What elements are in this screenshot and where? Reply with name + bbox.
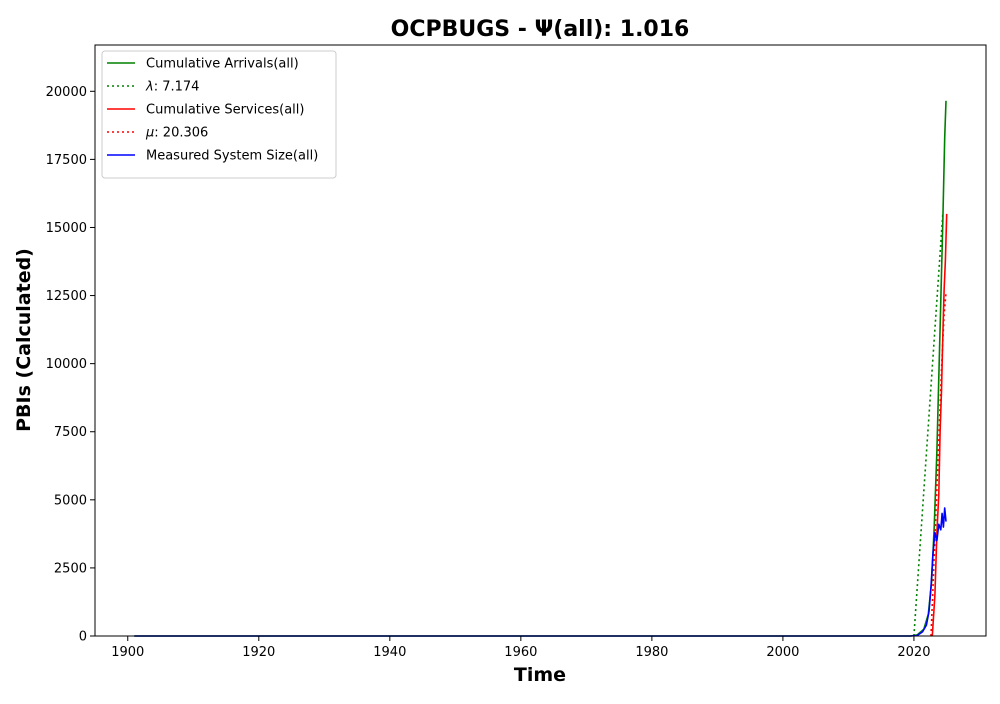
series-line-1 — [913, 213, 944, 637]
y-tick-label: 0 — [79, 630, 87, 645]
legend-box — [101, 50, 337, 179]
legend-label-1: λ: 7.174 — [145, 80, 199, 95]
x-tick-label: 1980 — [635, 645, 668, 660]
legend-label-3: μ: 20.306 — [145, 126, 208, 141]
legend-label-4: Measured System Size(all) — [146, 149, 318, 164]
x-tick-label: 1960 — [504, 645, 537, 660]
x-tick-label: 1940 — [373, 645, 406, 660]
x-tick-label: 1920 — [242, 645, 275, 660]
legend-label-2: Cumulative Services(all) — [146, 103, 304, 118]
y-tick-label: 15000 — [46, 221, 87, 236]
y-tick-label: 20000 — [46, 85, 87, 100]
legend: Cumulative Arrivals(all) λ: 7.174 Cumulati… — [101, 50, 337, 179]
x-tick-label: 2000 — [766, 645, 799, 660]
x-tick-label: 1900 — [111, 645, 144, 660]
legend-label-0: Cumulative Arrivals(all) — [146, 57, 299, 72]
series-line-2 — [931, 213, 948, 637]
series-line-4 — [134, 507, 947, 637]
y-tick-label: 12500 — [46, 289, 87, 304]
axes: 1900 1920 1940 1960 1980 2000 2020 0 2500 5000 750… — [46, 44, 987, 660]
y-tick-label: 10000 — [46, 357, 87, 372]
x-tick-label: 2020 — [897, 645, 930, 660]
plot-area — [134, 100, 948, 637]
y-tick-label: 5000 — [54, 493, 87, 508]
chart-title: OCPBUGS - Ψ(all): 1.016 — [391, 17, 690, 42]
y-tick-label: 7500 — [54, 425, 87, 440]
y-tick-label: 17500 — [46, 153, 87, 168]
x-axis-label: Time — [514, 664, 566, 686]
y-tick-label: 2500 — [54, 561, 87, 576]
y-axis-label: PBIs (Calculated) — [13, 248, 35, 432]
axes-frame — [94, 44, 987, 637]
